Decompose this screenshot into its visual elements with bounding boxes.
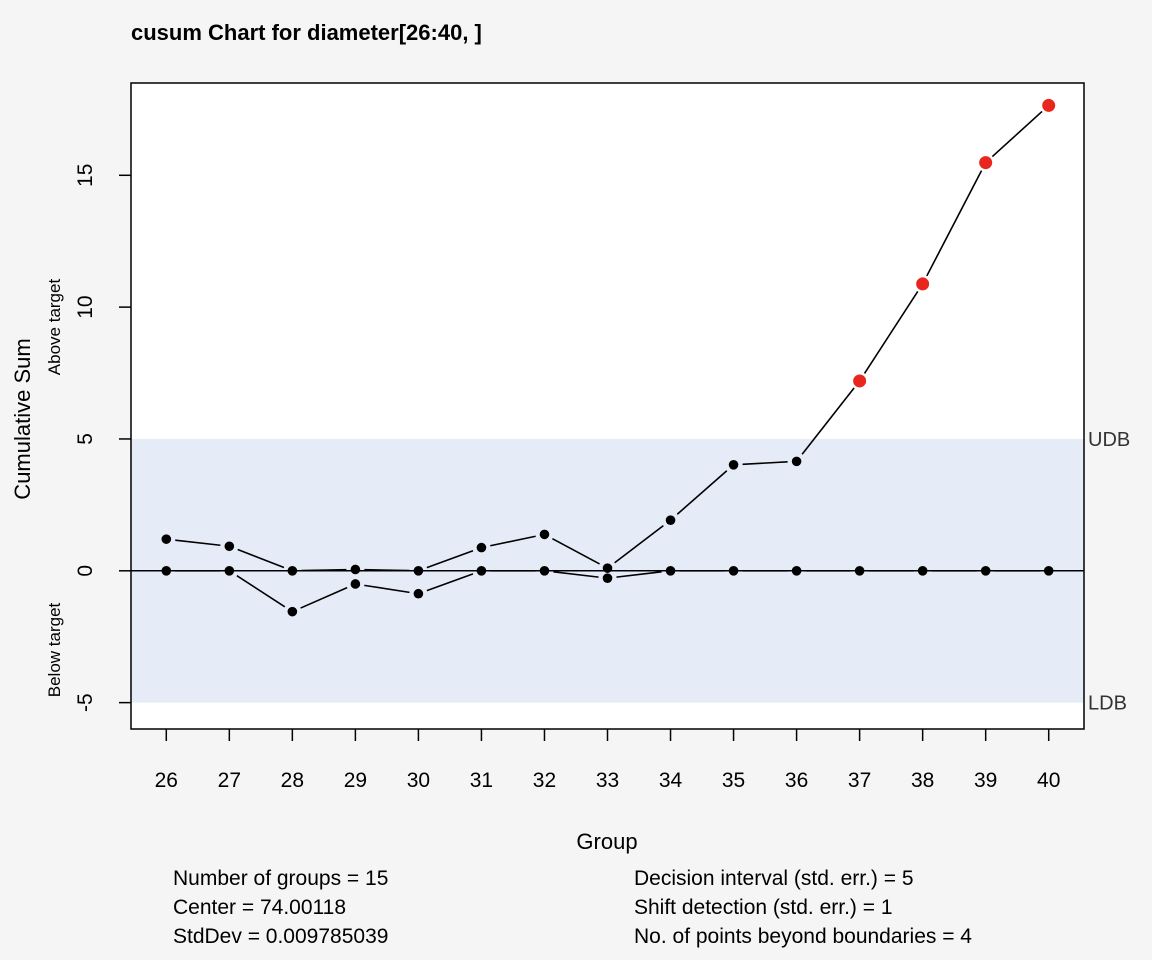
x-tick-label: 35	[722, 769, 745, 792]
x-tick-label: 28	[281, 769, 304, 792]
series-2-segment	[300, 586, 348, 609]
series-1-point	[728, 459, 739, 470]
series-1-segment	[426, 549, 474, 569]
series-1-segment	[676, 470, 728, 515]
series-1-point	[665, 515, 676, 525]
series-1-segment	[863, 291, 919, 374]
y-tick-label: 15	[74, 164, 97, 187]
series-2-segment	[364, 584, 410, 594]
series-1-segment	[490, 535, 536, 547]
y-tick-label: 5	[74, 433, 97, 445]
ldb-label: LDB	[1088, 693, 1127, 715]
x-tick-label: 34	[659, 769, 683, 792]
series-1-segment	[801, 387, 855, 455]
series-2-point	[350, 579, 361, 589]
x-tick-label: 33	[596, 769, 619, 792]
udb-label: UDB	[1088, 429, 1130, 451]
series-2-point	[980, 565, 991, 576]
series-1-point	[413, 565, 424, 576]
x-tick-label: 31	[470, 769, 493, 792]
x-tick-label: 37	[848, 769, 871, 792]
stat-decision-interval: Decision interval (std. err.) = 5	[634, 867, 914, 890]
series-2-segment	[426, 573, 474, 592]
x-tick-label: 40	[1037, 769, 1060, 792]
stat-shift-detection: Shift detection (std. err.) = 1	[634, 896, 893, 919]
series-2-segment	[616, 571, 662, 578]
violation-point	[1042, 98, 1056, 112]
series-2-segment	[236, 575, 286, 608]
series-1-point	[791, 456, 802, 467]
violation-point	[853, 374, 867, 388]
violation-point	[979, 156, 993, 170]
series-1-segment	[614, 524, 664, 564]
y-axis-upper-label: Above target	[45, 279, 64, 376]
stats-left: Number of groups = 15 Center = 74.00118 …	[173, 864, 388, 951]
series-1-segment	[237, 548, 285, 569]
x-tick-label: 38	[911, 769, 934, 792]
series-1-point	[224, 541, 235, 552]
y-tick-label: 10	[74, 295, 97, 318]
series-1-segment	[926, 170, 983, 277]
y-axis-lower-label: Below target	[45, 602, 64, 697]
series-1-point	[476, 542, 487, 553]
chart-title: cusum Chart for diameter[26:40, ]	[131, 20, 482, 45]
x-axis: 26 27 28 29 30 31 32 33 34 35 36 37 38 39 40	[155, 729, 1060, 792]
series-1-segment	[742, 461, 788, 466]
stat-points-beyond-boundaries: No. of points beyond boundaries = 4	[634, 925, 972, 948]
x-tick-label: 26	[155, 769, 178, 792]
series-1-segment	[175, 539, 221, 547]
series-1-segment	[991, 110, 1043, 158]
series-1-point	[602, 563, 613, 573]
x-tick-label: 39	[974, 769, 997, 792]
stat-stddev: StdDev = 0.009785039	[173, 925, 389, 948]
x-tick-label: 29	[344, 769, 367, 792]
stats-right: Decision interval (std. err.) = 5 Shift …	[634, 864, 972, 951]
series-2-point	[728, 565, 739, 576]
series-2-point	[1043, 565, 1054, 576]
stat-number-of-groups: Number of groups = 15	[173, 867, 389, 890]
series-1-point	[161, 534, 172, 544]
series-2-point	[854, 565, 865, 576]
stat-center: Center = 74.00118	[173, 896, 346, 919]
series-2-point	[791, 565, 802, 576]
series-1-point	[287, 565, 298, 576]
y-tick-label: 0	[74, 565, 97, 577]
series-1-point	[350, 564, 361, 575]
cusum-lines	[175, 110, 1043, 609]
series-2-point	[413, 588, 424, 599]
series-2-point	[161, 565, 172, 576]
series-2-point	[665, 565, 676, 576]
x-tick-label: 36	[785, 769, 808, 792]
series-2-point	[602, 573, 613, 583]
x-tick-label: 32	[533, 769, 556, 792]
series-2-point	[917, 565, 928, 576]
y-axis: -5 0 5 10 15	[74, 164, 131, 712]
series-2-point	[539, 565, 550, 576]
series-2-point	[476, 565, 487, 576]
violation-point	[916, 277, 930, 291]
y-tick-label: -5	[74, 693, 97, 712]
x-axis-label: Group	[576, 829, 637, 854]
x-tick-label: 30	[407, 769, 430, 792]
series-1-segment	[552, 537, 600, 565]
cusum-points	[161, 98, 1056, 617]
series-2-segment	[553, 571, 599, 578]
series-1-point	[539, 529, 550, 540]
x-tick-label: 27	[218, 769, 241, 792]
series-2-point	[287, 606, 298, 617]
series-2-point	[224, 565, 235, 576]
y-axis-label: Cumulative Sum	[10, 338, 35, 499]
